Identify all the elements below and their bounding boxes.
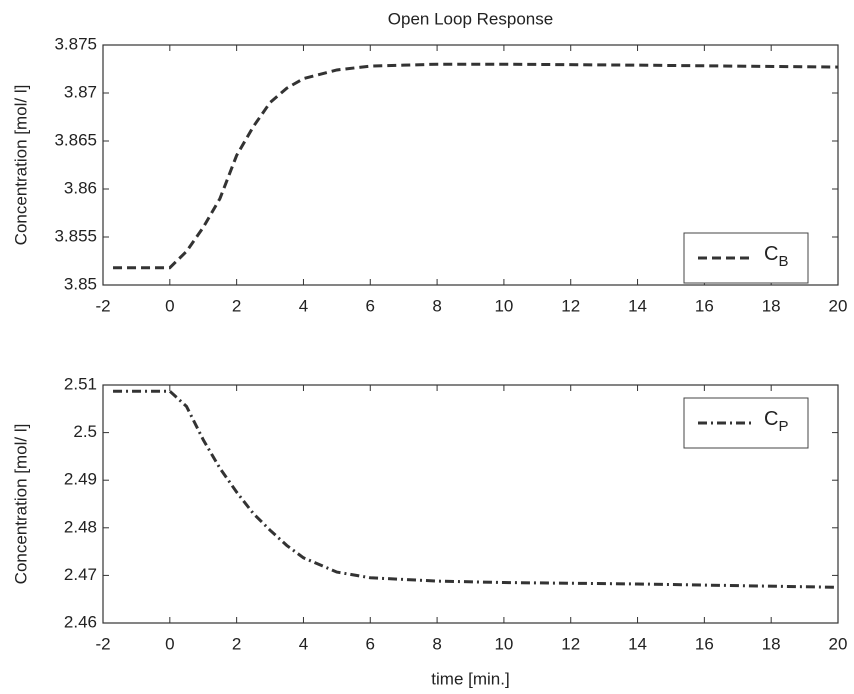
plot-frame	[102, 44, 839, 286]
x-tick-label: 16	[695, 634, 714, 653]
y-tick-label: 3.875	[54, 34, 97, 53]
x-axis-label: time [min.]	[431, 669, 509, 688]
y-tick-label: 3.85	[64, 274, 97, 293]
x-tick-label: 8	[432, 634, 441, 653]
y-axis-label: Concentration [mol/ l]	[11, 424, 30, 585]
x-tick-label: 6	[366, 634, 375, 653]
legend-label: CP	[764, 408, 788, 435]
data-line	[113, 389, 839, 589]
x-tick-label: -2	[95, 634, 110, 653]
x-tick-label: 8	[432, 296, 441, 315]
x-tick-label: 12	[561, 634, 580, 653]
x-tick-label: 4	[299, 296, 308, 315]
x-tick-label: 20	[829, 634, 848, 653]
x-tick-label: 14	[628, 634, 647, 653]
y-axis-label: Concentration [mol/ l]	[11, 85, 30, 246]
y-tick-label: 2.49	[64, 470, 97, 489]
y-tick-label: 2.48	[64, 517, 97, 536]
x-tick-label: 4	[299, 634, 308, 653]
y-tick-label: 2.47	[64, 565, 97, 584]
x-tick-label: -2	[95, 296, 110, 315]
x-tick-label: 14	[628, 296, 647, 315]
data-line	[113, 62, 839, 270]
legend-name: C	[764, 243, 778, 265]
legend-subscript: P	[778, 418, 788, 435]
x-tick-label: 0	[165, 634, 174, 653]
chart-title: Open Loop Response	[388, 9, 553, 28]
x-tick-label: 6	[366, 296, 375, 315]
y-tick-label: 3.87	[64, 82, 97, 101]
x-tick-label: 18	[762, 296, 781, 315]
x-tick-label: 2	[232, 296, 241, 315]
x-tick-label: 0	[165, 296, 174, 315]
y-tick-label: 2.46	[64, 612, 97, 631]
x-tick-label: 10	[494, 634, 513, 653]
x-tick-label: 18	[762, 634, 781, 653]
x-tick-label: 2	[232, 634, 241, 653]
y-tick-label: 3.865	[54, 130, 97, 149]
x-tick-label: 16	[695, 296, 714, 315]
legend-label: CB	[764, 243, 788, 270]
x-tick-label: 12	[561, 296, 580, 315]
legend-subscript: B	[778, 253, 788, 270]
y-tick-label: 2.5	[73, 422, 97, 441]
y-tick-label: 3.855	[54, 226, 97, 245]
x-tick-label: 20	[829, 296, 848, 315]
legend-name: C	[764, 408, 778, 430]
y-tick-label: 2.51	[64, 374, 97, 393]
plot-frame	[102, 384, 839, 624]
x-tick-label: 10	[494, 296, 513, 315]
y-tick-label: 3.86	[64, 178, 97, 197]
